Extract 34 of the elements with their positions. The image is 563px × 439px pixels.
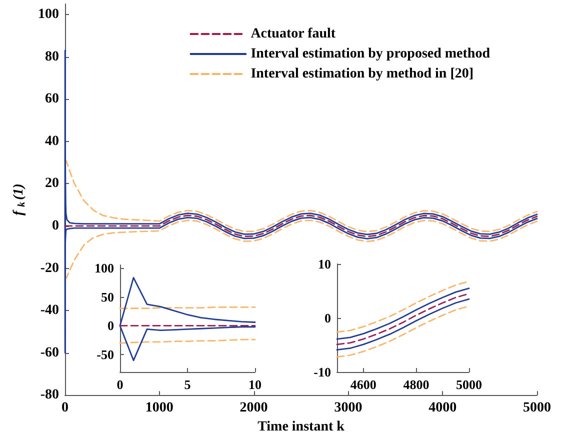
x-tick-label: 4600 xyxy=(350,377,376,392)
y-tick-label: -10 xyxy=(314,364,331,380)
legend-label: Actuator fault xyxy=(250,26,336,42)
y-tick-label: -50 xyxy=(96,347,114,362)
x-axis-title: Time instant k xyxy=(258,420,345,434)
legend-label: Interval estimation by method in [20] xyxy=(250,66,474,82)
x-tick-label: 0 xyxy=(62,400,68,416)
x-tick-label: 2000 xyxy=(240,400,268,416)
x-tick-label: 10 xyxy=(248,377,262,392)
x-tick-label: 3000 xyxy=(334,400,362,416)
x-tick-label: 4800 xyxy=(403,377,430,392)
y-tick-label: 0 xyxy=(108,318,114,334)
x-tick-label: 5 xyxy=(184,377,192,392)
x-tick-label: 1000 xyxy=(145,400,174,416)
y-tick-label: 50 xyxy=(101,289,114,304)
x-tick-label: 4000 xyxy=(428,400,457,416)
y-tick-label: 40 xyxy=(45,134,59,149)
x-tick-label: 5000 xyxy=(456,377,482,392)
y-tick-label: 0 xyxy=(52,218,59,234)
x-tick-label: 0 xyxy=(116,377,124,392)
y-tick-label: -60 xyxy=(40,345,59,360)
y-tick-label: 100 xyxy=(38,7,59,22)
y-axis-title: fk(1) xyxy=(12,184,28,216)
y-tick-label: -20 xyxy=(40,260,59,276)
legend-label: Interval estimation by proposed method xyxy=(250,46,490,62)
y-tick-label: 100 xyxy=(94,260,114,276)
y-tick-label: 60 xyxy=(45,92,59,107)
y-tick-label: -40 xyxy=(40,303,59,318)
y-tick-label: 10 xyxy=(318,256,331,272)
y-tick-label: 0 xyxy=(324,310,331,326)
y-tick-label: 20 xyxy=(45,176,59,192)
y-tick-label: 80 xyxy=(45,49,59,64)
y-tick-label: -80 xyxy=(40,388,59,403)
x-tick-label: 5000 xyxy=(523,400,551,416)
